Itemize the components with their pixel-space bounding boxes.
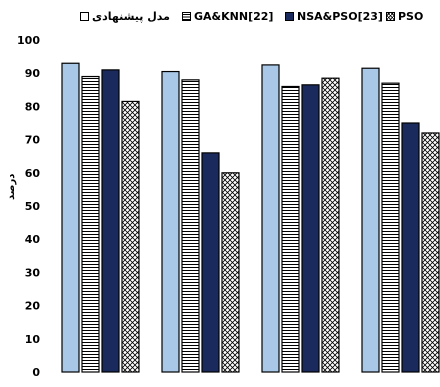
bar-series-2-group-3 — [282, 86, 299, 372]
y-tick-label: 70 — [25, 134, 41, 147]
y-tick-label: 10 — [25, 333, 41, 346]
y-tick-label: 50 — [25, 200, 41, 213]
bar-series-3-group-2 — [202, 153, 219, 372]
y-tick-label: 90 — [25, 67, 41, 80]
y-tick-label: 80 — [25, 100, 41, 113]
y-tick-label: 40 — [25, 233, 41, 246]
y-tick-label: 100 — [17, 34, 40, 47]
bar-series-4-group-1 — [122, 101, 139, 372]
bar-series-1-group-4 — [362, 68, 379, 372]
y-tick-label: 30 — [25, 266, 41, 279]
bar-series-4-group-3 — [322, 78, 339, 372]
y-tick-label: 0 — [32, 366, 40, 379]
y-tick-label: 20 — [25, 300, 41, 313]
y-tick-label: 60 — [25, 167, 41, 180]
bar-series-1-group-1 — [62, 63, 79, 372]
bar-series-2-group-2 — [182, 80, 199, 372]
bar-series-2-group-4 — [382, 83, 399, 372]
bar-series-1-group-3 — [262, 65, 279, 372]
bar-series-2-group-1 — [82, 77, 99, 372]
bar-series-3-group-1 — [102, 70, 119, 372]
bar-series-3-group-3 — [302, 85, 319, 372]
bar-series-4-group-4 — [422, 133, 439, 372]
bar-series-3-group-4 — [402, 123, 419, 372]
bar-series-1-group-2 — [162, 72, 179, 372]
bar-series-4-group-2 — [222, 173, 239, 372]
